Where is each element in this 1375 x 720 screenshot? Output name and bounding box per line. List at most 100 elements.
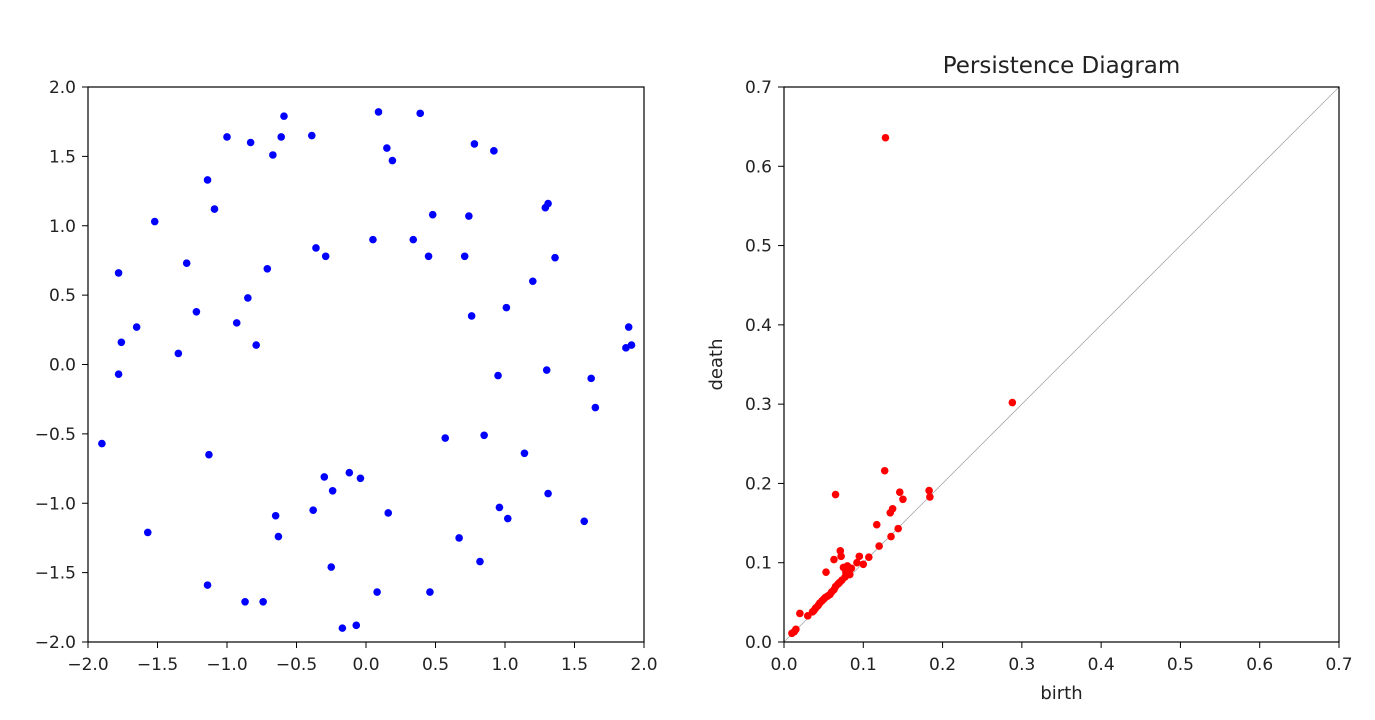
persistence-point bbox=[803, 612, 812, 620]
y-tick-label: 0.7 bbox=[745, 78, 772, 98]
y-tick-label: 0.0 bbox=[49, 356, 76, 376]
scatter-point bbox=[269, 151, 277, 159]
x-tick-label: 0.2 bbox=[929, 655, 956, 675]
scatter-point bbox=[241, 597, 249, 606]
axes-frame bbox=[783, 86, 1340, 643]
y-tick-label: 1.0 bbox=[49, 217, 76, 237]
persistence-point bbox=[872, 520, 881, 529]
scatter-point bbox=[627, 341, 636, 349]
scatter-point bbox=[232, 319, 241, 327]
scatter-point bbox=[460, 252, 469, 261]
scatter-point bbox=[271, 511, 280, 520]
scatter-point bbox=[542, 366, 551, 374]
scatter-point bbox=[467, 312, 476, 320]
scatter-point bbox=[455, 534, 463, 542]
y-tick-label: 0.3 bbox=[745, 395, 772, 415]
persistence-point bbox=[925, 486, 933, 495]
x-tick-label: −0.5 bbox=[276, 655, 317, 675]
y-tick-label: −1.0 bbox=[35, 494, 76, 514]
scatter-point bbox=[503, 514, 512, 523]
persistence-point bbox=[881, 133, 890, 142]
axes-frame bbox=[87, 86, 645, 643]
persistence-point bbox=[895, 488, 904, 496]
scatter-point bbox=[476, 557, 484, 566]
y-tick-label: 0.5 bbox=[49, 286, 76, 306]
persistence-point bbox=[822, 568, 830, 577]
scatter-point bbox=[441, 434, 450, 442]
persistence-point bbox=[847, 564, 856, 573]
persistence-point bbox=[875, 542, 883, 550]
scatter-point bbox=[263, 264, 272, 273]
x-tick-label: −2.0 bbox=[67, 655, 108, 675]
x-tick-label: −1.0 bbox=[206, 655, 247, 675]
scatter-point bbox=[356, 474, 365, 483]
scatter-point bbox=[132, 323, 141, 331]
y-tick-label: 1.5 bbox=[49, 147, 76, 167]
scatter-point bbox=[383, 144, 391, 152]
scatter-point bbox=[143, 528, 152, 537]
y-tick-label: 2.0 bbox=[49, 78, 76, 98]
scatter-point bbox=[374, 108, 383, 116]
diagonal-line bbox=[783, 86, 1340, 643]
x-tick-label: 0.6 bbox=[1246, 655, 1273, 675]
persistence-point bbox=[899, 495, 907, 504]
scatter-point bbox=[328, 486, 337, 495]
scatter-point bbox=[480, 431, 488, 440]
scatter-point bbox=[223, 133, 231, 141]
persistence-point bbox=[831, 490, 840, 499]
scatter-point bbox=[470, 140, 479, 148]
scatter-point bbox=[98, 439, 106, 448]
scatter-point bbox=[252, 341, 260, 349]
scatter-point bbox=[529, 277, 537, 286]
scatter-point bbox=[352, 621, 361, 630]
persistence-point bbox=[855, 552, 864, 561]
y-tick-label: −2.0 bbox=[35, 633, 76, 653]
x-tick-label: 0.0 bbox=[352, 655, 379, 675]
y-tick-label: 0.0 bbox=[745, 633, 772, 653]
scatter-point bbox=[150, 217, 159, 226]
persistence-point bbox=[796, 609, 804, 618]
scatter-point bbox=[424, 252, 433, 261]
scatter-point bbox=[312, 244, 320, 252]
scatter-point bbox=[465, 212, 473, 220]
scatter-point bbox=[246, 138, 255, 147]
x-tick-label: 0.3 bbox=[1008, 655, 1035, 675]
scatter-point bbox=[205, 450, 213, 459]
scatter-point bbox=[244, 294, 252, 302]
scatter-point bbox=[203, 176, 212, 184]
y-tick-label: 0.6 bbox=[745, 157, 772, 177]
scatter-point bbox=[210, 205, 219, 213]
scatter-point bbox=[320, 473, 329, 481]
scatter-point bbox=[624, 323, 633, 331]
x-tick-label: 1.0 bbox=[491, 655, 518, 675]
persistence-point bbox=[926, 493, 934, 501]
scatter-point bbox=[388, 156, 397, 165]
scatter-point bbox=[192, 307, 201, 316]
scatter-point bbox=[591, 403, 600, 412]
scatter-point bbox=[587, 374, 595, 383]
persistence-point bbox=[836, 547, 845, 555]
persistence-point bbox=[1008, 398, 1017, 407]
persistence-diagram-panel: Persistence Diagram birth death 0.0 0.1 0.… bbox=[706, 53, 1353, 704]
persistence-point bbox=[830, 555, 838, 564]
scatter-point bbox=[174, 349, 183, 358]
x-tick-label: 0.5 bbox=[422, 655, 449, 675]
scatter-point bbox=[490, 147, 498, 155]
scatter-point bbox=[544, 199, 552, 208]
y-tick-label: 0.5 bbox=[745, 237, 772, 257]
scatter-point bbox=[203, 581, 212, 589]
scatter-point bbox=[384, 509, 393, 517]
scatter-point bbox=[495, 503, 504, 512]
y-axis-label: death bbox=[706, 339, 727, 391]
scatter-point bbox=[580, 517, 589, 526]
scatter-point bbox=[428, 210, 437, 219]
persistence-point bbox=[880, 466, 889, 475]
y-tick-label: −0.5 bbox=[35, 425, 76, 445]
scatter-point bbox=[494, 371, 502, 380]
persistence-point bbox=[887, 532, 895, 541]
x-tick-label: 1.5 bbox=[561, 655, 588, 675]
x-tick-label: 0.4 bbox=[1088, 655, 1115, 675]
scatter-point bbox=[345, 468, 354, 477]
y-tick-label: −1.5 bbox=[35, 564, 76, 584]
